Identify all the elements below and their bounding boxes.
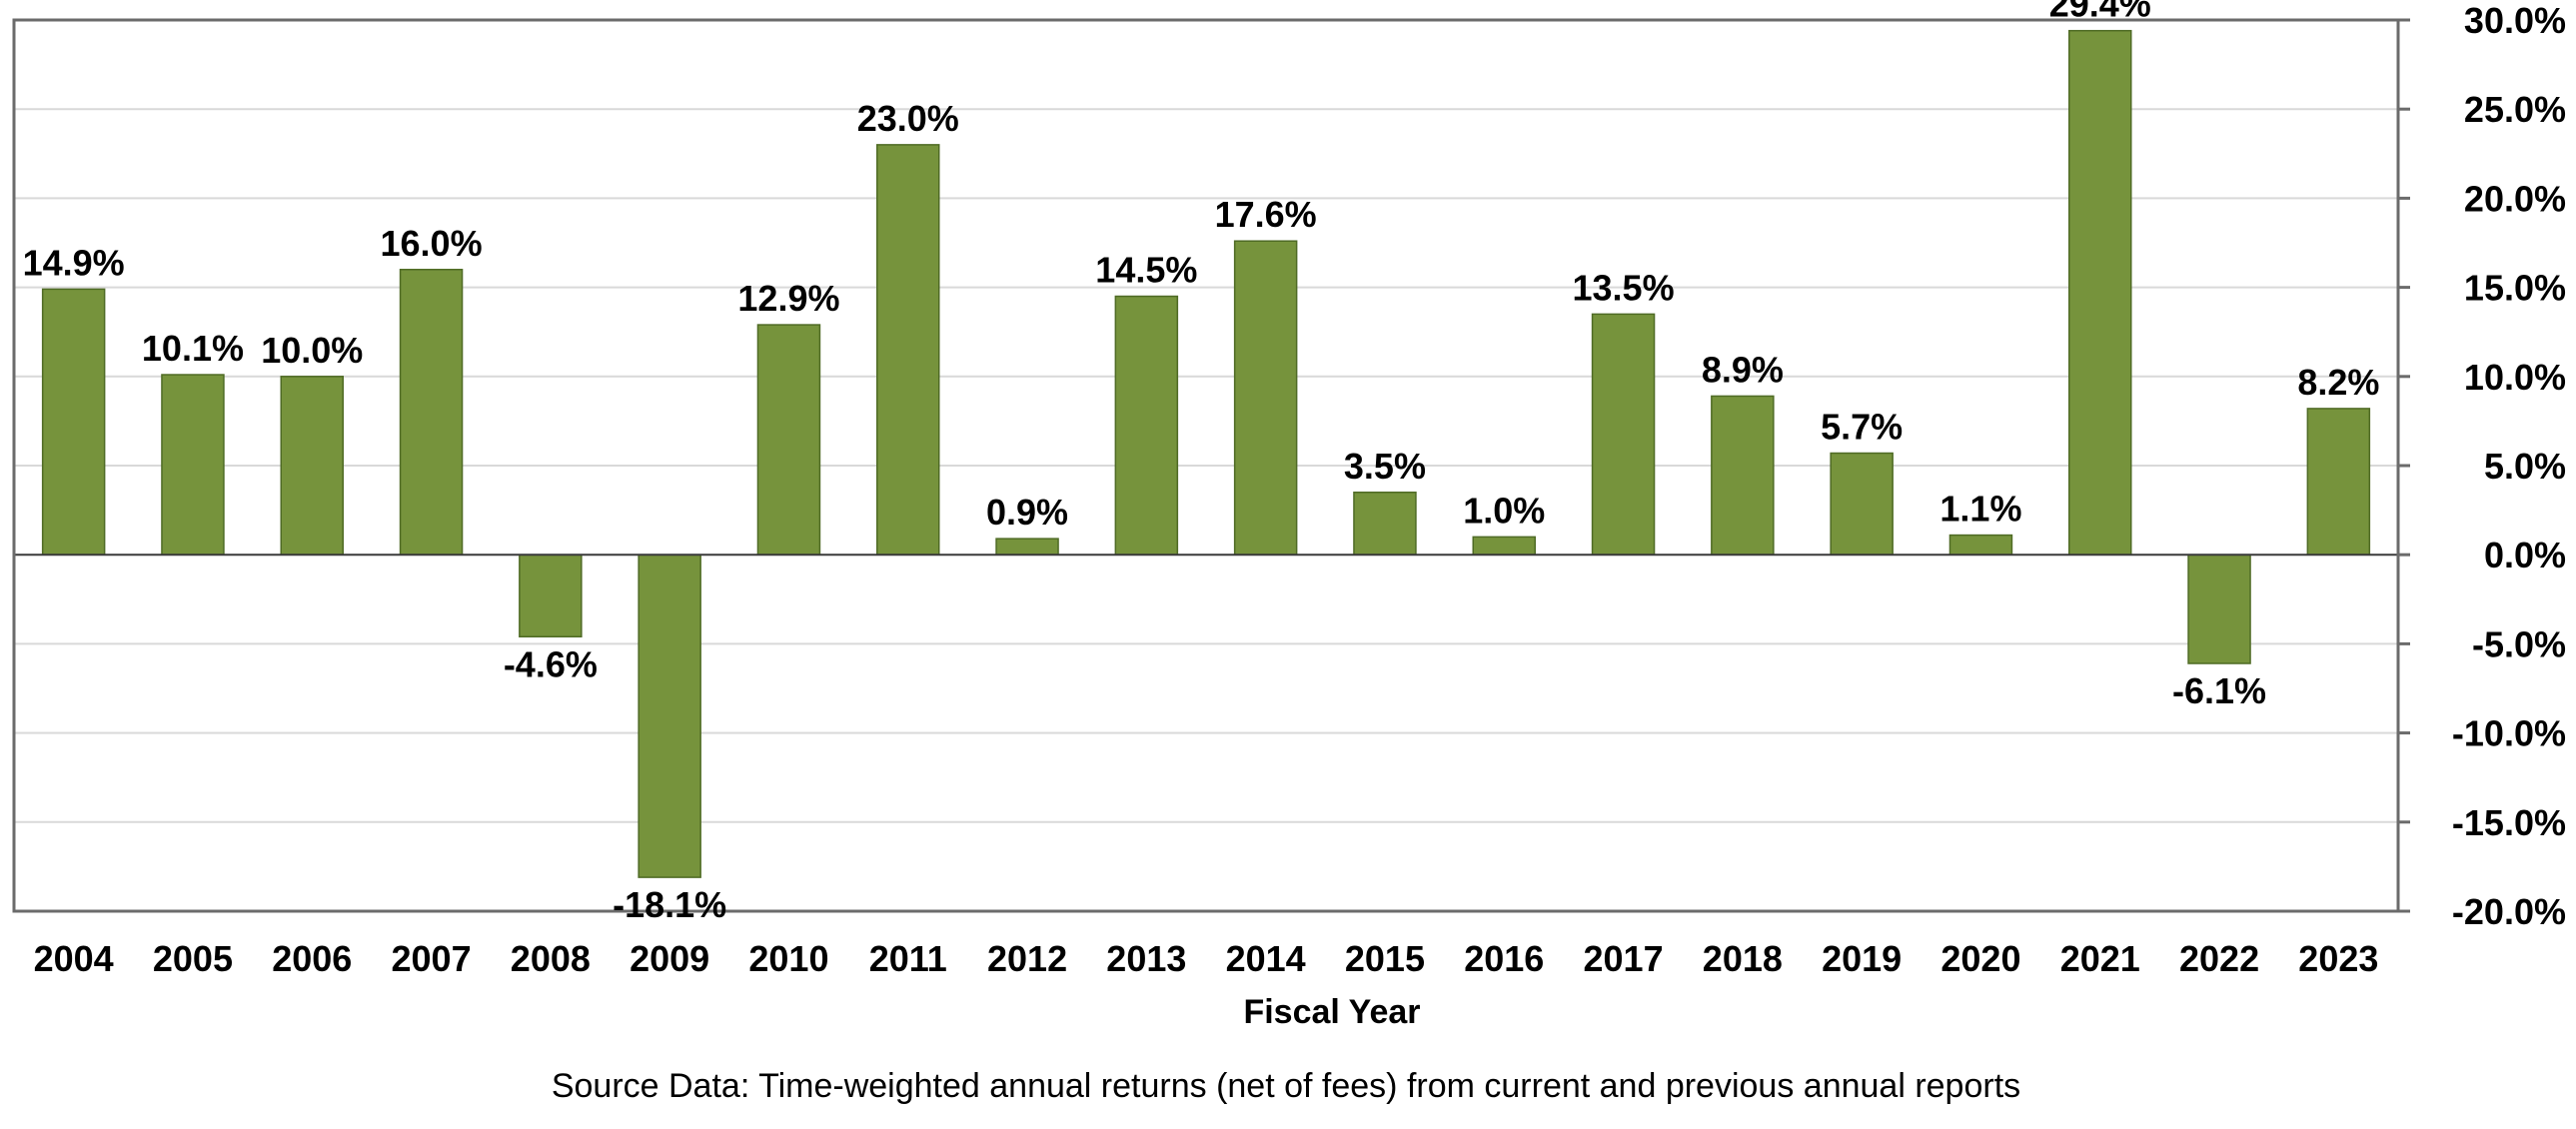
x-tick-label: 2022 [2179, 938, 2259, 979]
x-tick-label: 2005 [153, 938, 233, 979]
y-tick-label: 10.0% [2464, 357, 2566, 398]
x-tick-label: 2016 [1464, 938, 1544, 979]
x-tick-label: 2009 [630, 938, 709, 979]
bar [2306, 408, 2371, 556]
y-tick-label: -20.0% [2452, 891, 2566, 932]
x-tick-label: 2004 [34, 938, 114, 979]
data-label: 3.5% [1344, 446, 1426, 487]
x-tick-label: 2007 [392, 938, 472, 979]
bar [1233, 240, 1298, 556]
x-tick-label: 2020 [1940, 938, 2020, 979]
x-tick-label: 2012 [987, 938, 1067, 979]
x-tick-label: 2014 [1226, 938, 1306, 979]
data-label: 1.1% [1939, 489, 2021, 530]
bars [41, 29, 2371, 878]
data-label: 10.1% [142, 328, 244, 369]
x-tick-label: 2015 [1345, 938, 1425, 979]
x-tick-label: 2008 [511, 938, 591, 979]
bar [1711, 395, 1775, 556]
x-tick-label: 2010 [748, 938, 828, 979]
bar [1353, 492, 1417, 556]
bar [2187, 554, 2251, 664]
y-tick-label: 15.0% [2464, 268, 2566, 309]
x-axis-ticks: 2004 2005 2006 2007 2008 2009 2010 2011 2012 2013… [34, 938, 2379, 979]
bar [41, 288, 106, 556]
bar [161, 374, 225, 556]
bar [280, 376, 344, 556]
data-label: 10.0% [261, 330, 363, 371]
x-tick-label: 2018 [1703, 938, 1783, 979]
x-tick-label: 2023 [2298, 938, 2378, 979]
data-labels: 14.9% 10.1% 10.0% 16.0% -4.6% -18.1% 12.9% 23.0… [23, 0, 2380, 925]
x-tick-label: 2006 [272, 938, 352, 979]
plot-area-border [12, 18, 2400, 913]
x-tick-label: 2021 [2060, 938, 2140, 979]
x-tick-label: 2011 [869, 938, 947, 979]
y-tick-label: -5.0% [2472, 623, 2566, 664]
bar [876, 144, 940, 556]
data-label: 17.6% [1215, 194, 1317, 235]
bar [638, 554, 701, 878]
y-tick-label: 30.0% [2464, 0, 2566, 41]
data-label: 8.9% [1702, 349, 1784, 390]
source-note: Source Data: Time-weighted annual return… [552, 1067, 2020, 1105]
bar [1830, 452, 1894, 556]
data-label: 0.9% [986, 492, 1068, 533]
y-tick-label: 5.0% [2484, 446, 2566, 487]
data-label: 14.5% [1095, 250, 1197, 291]
x-axis-title: Fiscal Year [1243, 993, 1420, 1031]
data-label: 8.2% [2297, 362, 2379, 403]
data-label: -18.1% [613, 884, 726, 925]
gridlines [14, 18, 2410, 913]
y-tick-label: 20.0% [2464, 178, 2566, 219]
data-label: 16.0% [381, 223, 483, 264]
data-label: 12.9% [737, 278, 839, 319]
data-label: 5.7% [1821, 407, 1903, 448]
x-tick-label: 2013 [1106, 938, 1186, 979]
data-label: 13.5% [1573, 267, 1675, 308]
y-tick-label: -15.0% [2452, 802, 2566, 843]
bar [399, 269, 464, 556]
y-tick-label: 25.0% [2464, 89, 2566, 130]
bar [1114, 295, 1179, 556]
bar [756, 324, 821, 556]
y-axis-ticks: 30.0% 25.0% 20.0% 15.0% 10.0% 5.0% 0.0% -5.0% -1… [2452, 0, 2566, 932]
bar [995, 538, 1059, 556]
data-label: 23.0% [857, 98, 959, 139]
bar [2068, 29, 2132, 556]
data-label: 29.4% [2049, 0, 2151, 25]
data-label: -4.6% [504, 643, 598, 684]
bar [1591, 313, 1656, 556]
x-tick-label: 2017 [1584, 938, 1664, 979]
data-label: -6.1% [2172, 670, 2266, 711]
data-label: 1.0% [1463, 490, 1545, 531]
y-tick-label: 0.0% [2484, 535, 2566, 575]
x-tick-label: 2019 [1822, 938, 1902, 979]
bar [1472, 536, 1536, 556]
bar [1948, 534, 2013, 556]
y-tick-label: -10.0% [2452, 713, 2566, 754]
bar [519, 554, 583, 638]
data-label: 14.9% [23, 242, 125, 283]
